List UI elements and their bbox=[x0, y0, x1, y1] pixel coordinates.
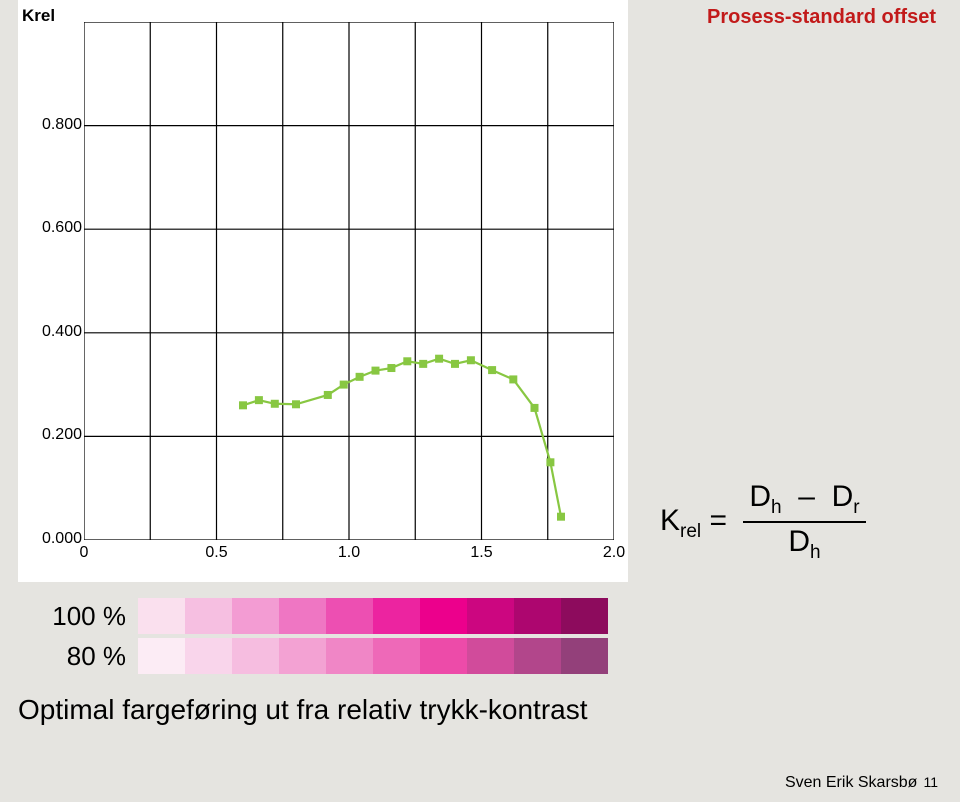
series-marker bbox=[387, 364, 395, 372]
x-tick-label: 1.0 bbox=[338, 544, 360, 562]
color-swatch bbox=[185, 598, 232, 634]
y-tick-label: 0.600 bbox=[42, 219, 82, 237]
series-marker bbox=[255, 396, 263, 404]
formula-lhs: Krel bbox=[660, 504, 701, 537]
caption-text: Optimal fargeføring ut fra relativ trykk… bbox=[18, 694, 588, 726]
y-tick-label: 0.200 bbox=[42, 426, 82, 444]
series-marker bbox=[292, 400, 300, 408]
color-swatch bbox=[514, 638, 561, 674]
footer-page: 11 bbox=[923, 774, 938, 790]
color-swatch bbox=[326, 598, 373, 634]
series-marker bbox=[239, 401, 247, 409]
series-marker bbox=[435, 355, 443, 363]
y-tick-label: 0.000 bbox=[42, 530, 82, 548]
series-marker bbox=[372, 367, 380, 375]
y-tick-label: 0.400 bbox=[42, 323, 82, 341]
swatch-row-label: 80 % bbox=[18, 641, 138, 672]
color-swatch bbox=[373, 598, 420, 634]
series-marker bbox=[271, 400, 279, 408]
color-swatch bbox=[185, 638, 232, 674]
krel-chart: Krel 0.000 0.200 0.400 0.600 0.800 0 0.5 1.0 1.… bbox=[18, 0, 628, 582]
series-marker bbox=[557, 513, 565, 521]
y-tick-label: 0.800 bbox=[42, 116, 82, 134]
series-marker bbox=[403, 357, 411, 365]
series-marker bbox=[451, 360, 459, 368]
swatch-row-label: 100 % bbox=[18, 601, 138, 632]
swatch-row: 100 % bbox=[18, 598, 608, 634]
header-title: Prosess-standard offset bbox=[707, 6, 936, 29]
series-marker bbox=[356, 373, 364, 381]
color-swatch bbox=[467, 638, 514, 674]
x-tick-label: 2.0 bbox=[603, 544, 625, 562]
series-marker bbox=[340, 381, 348, 389]
swatch-row: 80 % bbox=[18, 638, 608, 674]
series-marker bbox=[488, 366, 496, 374]
series-marker bbox=[419, 360, 427, 368]
color-swatch bbox=[326, 638, 373, 674]
plot-area bbox=[84, 22, 614, 540]
x-tick-label: 1.5 bbox=[470, 544, 492, 562]
color-swatch bbox=[232, 598, 279, 634]
color-swatch bbox=[467, 598, 514, 634]
x-tick-label: 0.5 bbox=[205, 544, 227, 562]
color-swatch bbox=[561, 638, 608, 674]
color-swatch bbox=[232, 638, 279, 674]
series-marker bbox=[467, 356, 475, 364]
color-swatch bbox=[279, 598, 326, 634]
krel-formula: Krel = Dh – Dr Dh bbox=[660, 480, 866, 564]
color-swatch bbox=[561, 598, 608, 634]
color-swatch bbox=[373, 638, 420, 674]
series-marker bbox=[546, 458, 554, 466]
series-marker bbox=[509, 375, 517, 383]
x-tick-label: 0 bbox=[80, 544, 89, 562]
swatch-block: 100 % 80 % bbox=[18, 598, 608, 678]
series-marker bbox=[531, 404, 539, 412]
color-swatch bbox=[138, 638, 185, 674]
color-swatch bbox=[279, 638, 326, 674]
color-swatch bbox=[138, 598, 185, 634]
color-swatch bbox=[420, 598, 467, 634]
y-axis-title: Krel bbox=[22, 6, 55, 26]
color-swatch bbox=[420, 638, 467, 674]
footer-author: Sven Erik Skarsbø11 bbox=[785, 774, 938, 792]
color-swatch bbox=[514, 598, 561, 634]
series-marker bbox=[324, 391, 332, 399]
